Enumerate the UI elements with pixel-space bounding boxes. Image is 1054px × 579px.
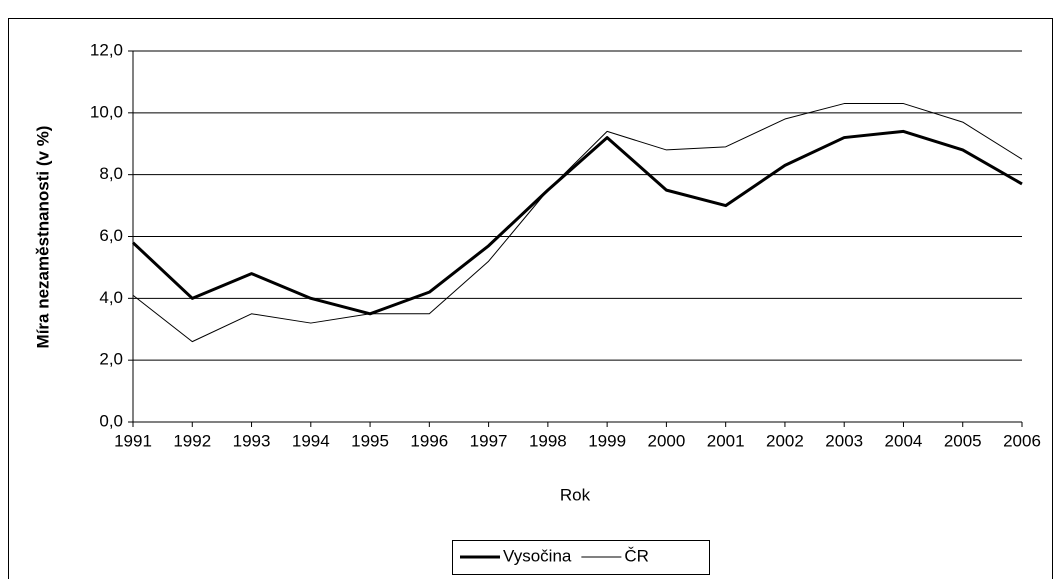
x-tick-label: 2005 [944,431,982,450]
x-tick-label: 1993 [233,431,271,450]
x-tick-label: 1995 [351,431,389,450]
x-tick-label: 2004 [885,431,923,450]
x-tick-label: 1992 [173,431,211,450]
y-tick-label: 2,0 [99,350,123,369]
series-line [131,129,1023,316]
y-tick-label: 8,0 [99,164,123,183]
y-axis-label: Míra nezaměstnanosti (v %) [33,126,52,349]
y-tick-label: 4,0 [99,288,123,307]
x-tick-label: 2001 [707,431,745,450]
x-tick-label: 1997 [470,431,508,450]
legend-label: ČR [624,546,649,565]
x-tick-label: 2003 [825,431,863,450]
x-tick-label: 2000 [647,431,685,450]
x-tick-label: 1999 [588,431,626,450]
legend-label: Vysočina [503,546,572,565]
x-tick-label: 2006 [1003,431,1041,450]
x-tick-label: 2002 [766,431,804,450]
x-tick-label: 1994 [292,431,330,450]
series-line [132,103,1023,343]
x-tick-label: 1996 [410,431,448,450]
x-axis-label: Rok [560,485,591,504]
y-tick-label: 0,0 [99,411,123,430]
y-tick-label: 10,0 [90,102,123,121]
x-tick-label: 1998 [529,431,567,450]
y-tick-label: 6,0 [99,226,123,245]
y-tick-label: 12,0 [90,40,123,59]
x-tick-label: 1991 [114,431,152,450]
